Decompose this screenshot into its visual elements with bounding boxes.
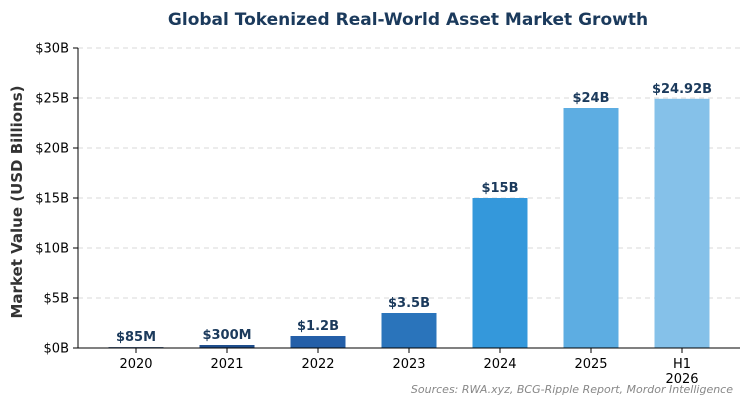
x-tick-label: 2021 — [210, 357, 243, 372]
bars — [108, 98, 710, 348]
x-tick-label: 2023 — [392, 357, 425, 372]
x-tick-label: 2025 — [574, 357, 607, 372]
data-label: $1.2B — [297, 319, 339, 334]
y-tick-label: $20B — [35, 142, 69, 157]
y-tick-label: $15B — [35, 192, 69, 207]
data-label: $85M — [116, 330, 156, 345]
bar-2025 — [563, 108, 619, 348]
data-label: $24B — [572, 91, 609, 106]
y-tick-labels: $0B $5B $10B $15B $20B $25B $30B — [35, 42, 78, 357]
y-tick-label: $5B — [44, 292, 69, 307]
bar-2022 — [290, 336, 346, 348]
x-tick-label: 2020 — [119, 357, 152, 372]
data-label: $24.92B — [652, 82, 712, 97]
x-tick-labels: 2020 2021 2022 2023 2024 2025 H1 2026 — [119, 348, 699, 387]
data-label: $300M — [202, 328, 251, 343]
chart-title: Global Tokenized Real-World Asset Market… — [168, 10, 648, 30]
y-tick-label: $10B — [35, 242, 69, 257]
bar-2024 — [472, 198, 528, 348]
bar-2021 — [199, 345, 255, 348]
data-label: $3.5B — [388, 296, 430, 311]
x-tick-label: 2024 — [483, 357, 516, 372]
y-tick-label: $0B — [44, 342, 69, 357]
bar-2023 — [381, 313, 437, 348]
y-tick-label: $30B — [35, 42, 69, 57]
source-note: Sources: RWA.xyz, BCG-Ripple Report, Mor… — [411, 383, 733, 396]
data-labels: $85M $300M $1.2B $3.5B $15B $24B $24.92B — [116, 82, 712, 345]
y-axis-label: Market Value (USD Billions) — [8, 86, 26, 319]
gridlines — [78, 47, 740, 299]
y-tick-label: $25B — [35, 92, 69, 107]
data-label: $15B — [481, 181, 518, 196]
x-tick-label: 2022 — [301, 357, 334, 372]
bar-h1-2026 — [654, 98, 710, 348]
x-tick-label: H1 2026 — [665, 357, 698, 387]
